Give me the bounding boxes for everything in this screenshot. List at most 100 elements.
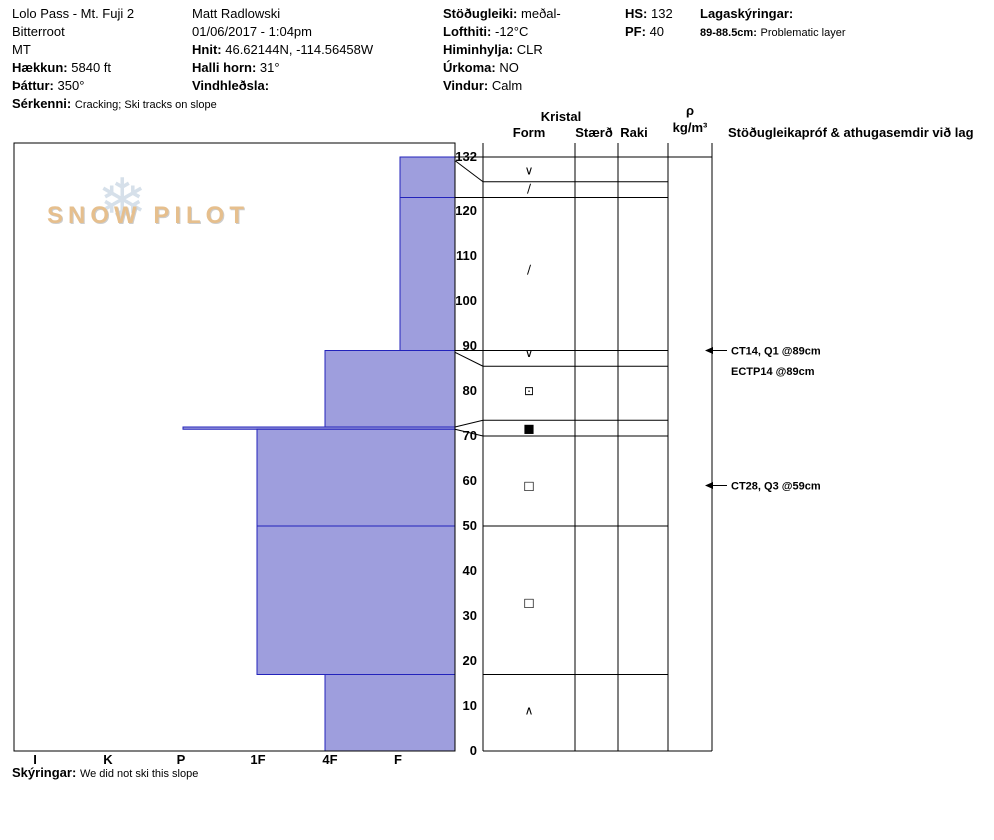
- hardness-bar: [399, 156, 456, 198]
- depth-tick-label: 110: [456, 248, 477, 263]
- header-location-column: Lolo Pass - Mt. Fuji 2 Bitterroot MT Hæk…: [12, 5, 217, 114]
- hardness-bar: [399, 197, 456, 351]
- pit-comments: Skýringar: We did not ski this slope: [12, 765, 198, 780]
- depth-tick-label: 120: [455, 203, 477, 218]
- wind-value: Calm: [491, 78, 523, 93]
- depth-tick-label: 10: [463, 698, 477, 713]
- snow-height-label: HS:: [625, 6, 648, 21]
- layer-connector-line: [454, 419, 484, 428]
- header-observer-column: Matt Radlowski 01/06/2017 - 1:04pm Hnit:…: [192, 5, 373, 95]
- layer-note: 89-88.5cm: Problematic layer: [700, 23, 845, 42]
- wetness-column-header: Raki: [620, 125, 648, 140]
- grain-form-symbol: □: [523, 596, 534, 610]
- pit-title: Lolo Pass - Mt. Fuji 2: [12, 6, 135, 21]
- aspect-label: Þáttur:: [12, 78, 54, 93]
- test-result-label: CT14, Q1 @89cm: [731, 346, 821, 358]
- coords-label: Hnit:: [192, 42, 222, 57]
- test-arrow-head: [705, 482, 713, 489]
- depth-tick-label: 0: [470, 743, 477, 758]
- air-temp-value: -12°C: [495, 24, 529, 39]
- special-value: Cracking; Ski tracks on slope: [74, 99, 217, 111]
- depth-tick-label: 100: [455, 293, 477, 308]
- tests-column-header: Stöðugleikapróf & athugasemdir við lag: [728, 125, 974, 140]
- layer-connector-line: [454, 160, 484, 183]
- hardness-tick-label: F: [394, 752, 402, 767]
- density-symbol-header: ρ: [685, 103, 695, 118]
- hardness-bar: [256, 428, 456, 527]
- stability-value: meðal-: [521, 6, 561, 21]
- hardness-tick-label: P: [177, 752, 186, 767]
- hardness-tick-label: I: [33, 752, 37, 767]
- grain-form-symbol: □: [523, 479, 534, 493]
- header-conditions-column: Stöðugleiki: meðal- Lofthiti: -12°C Himi…: [443, 5, 561, 95]
- air-temp-row: Lofthiti: -12°C: [443, 23, 561, 41]
- aspect-value: 350°: [57, 78, 85, 93]
- test-arrow-head: [705, 347, 713, 354]
- layer-notes-title: Lagaskýringar:: [700, 6, 794, 21]
- depth-tick-label: 90: [463, 338, 477, 353]
- coords-row: Hnit: 46.62144N, -114.56458W: [192, 41, 373, 59]
- depth-tick-label: 60: [463, 473, 477, 488]
- form-column-header: Form: [512, 125, 546, 140]
- elevation-row: Hækkun: 5840 ft: [12, 59, 217, 77]
- grain-form-symbol: ∕: [527, 263, 532, 277]
- depth-tick-label: 20: [463, 653, 477, 668]
- wind-label: Vindur:: [443, 78, 489, 93]
- snowpilot-watermark: ❄ SNOW PILOT: [45, 166, 275, 246]
- stability-label: Stöðugleiki:: [443, 6, 518, 21]
- size-column-header: Stærð: [575, 125, 613, 140]
- stability-row: Stöðugleiki: meðal-: [443, 5, 561, 23]
- hardness-bar: [256, 525, 456, 675]
- snow-height-value: 132: [651, 6, 673, 21]
- hardness-bar: [324, 350, 456, 428]
- state: MT: [12, 42, 31, 57]
- density-unit-header: kg/m³: [672, 120, 708, 135]
- sky-cover-label: Himinhylja:: [443, 42, 514, 57]
- snow-height-row: HS: 132: [625, 5, 673, 23]
- precip-row: Úrkoma: NO: [443, 59, 561, 77]
- grain-form-symbol: ■: [523, 421, 534, 435]
- hardness-chart-border: [13, 142, 456, 752]
- watermark-text: SNOW PILOT: [47, 202, 249, 229]
- slope-angle-label: Halli horn:: [192, 60, 257, 75]
- air-temp-label: Lofthiti:: [443, 24, 492, 39]
- observer-name: Matt Radlowski: [192, 6, 281, 21]
- pit-depth-row: PF: 40: [625, 23, 673, 41]
- special-label: Sérkenni:: [12, 96, 72, 111]
- grain-form-symbol: ∕: [527, 182, 532, 196]
- hardness-bar: [324, 674, 456, 752]
- grain-form-symbol: ∨: [525, 164, 534, 178]
- layer-connector-line: [454, 351, 484, 367]
- layer-connector-line: [454, 428, 484, 437]
- hardness-tick-label: K: [103, 752, 113, 767]
- header-layer-notes-column: Lagaskýringar: 89-88.5cm: Problematic la…: [700, 5, 845, 42]
- kristal-header: Kristal: [540, 109, 582, 124]
- elevation-value: 5840 ft: [71, 60, 112, 75]
- depth-tick-label: 70: [463, 428, 477, 443]
- depth-tick-label: 50: [463, 518, 477, 533]
- test-result-label: ECTP14 @89cm: [731, 366, 815, 378]
- snowflake-icon: ❄: [97, 166, 148, 236]
- depth-tick-label: 30: [463, 608, 477, 623]
- aspect-row: Þáttur: 350°: [12, 77, 217, 95]
- observation-datetime: 01/06/2017 - 1:04pm: [192, 24, 312, 39]
- windloading-row: Vindhleðsla:: [192, 77, 373, 95]
- layer-note-range: 89-88.5cm:: [700, 27, 757, 39]
- hardness-tick-label: 4F: [322, 752, 337, 767]
- grain-form-symbol: ∧: [525, 704, 534, 718]
- grain-form-symbol: ∨: [525, 346, 534, 360]
- pit-depth-value: 40: [649, 24, 665, 39]
- grain-form-symbol: ⊡: [524, 384, 534, 398]
- precip-label: Úrkoma:: [443, 60, 496, 75]
- wind-row: Vindur: Calm: [443, 77, 561, 95]
- sky-cover-value: CLR: [516, 42, 543, 57]
- windloading-label: Vindhleðsla:: [192, 78, 270, 93]
- special-row: Sérkenni: Cracking; Ski tracks on slope: [12, 95, 217, 114]
- header-totals-column: HS: 132 PF: 40: [625, 5, 673, 41]
- slope-angle-row: Halli horn: 31°: [192, 59, 373, 77]
- depth-tick-label: 80: [463, 383, 477, 398]
- elevation-label: Hækkun:: [12, 60, 68, 75]
- layer-note-text: Problematic layer: [760, 27, 846, 39]
